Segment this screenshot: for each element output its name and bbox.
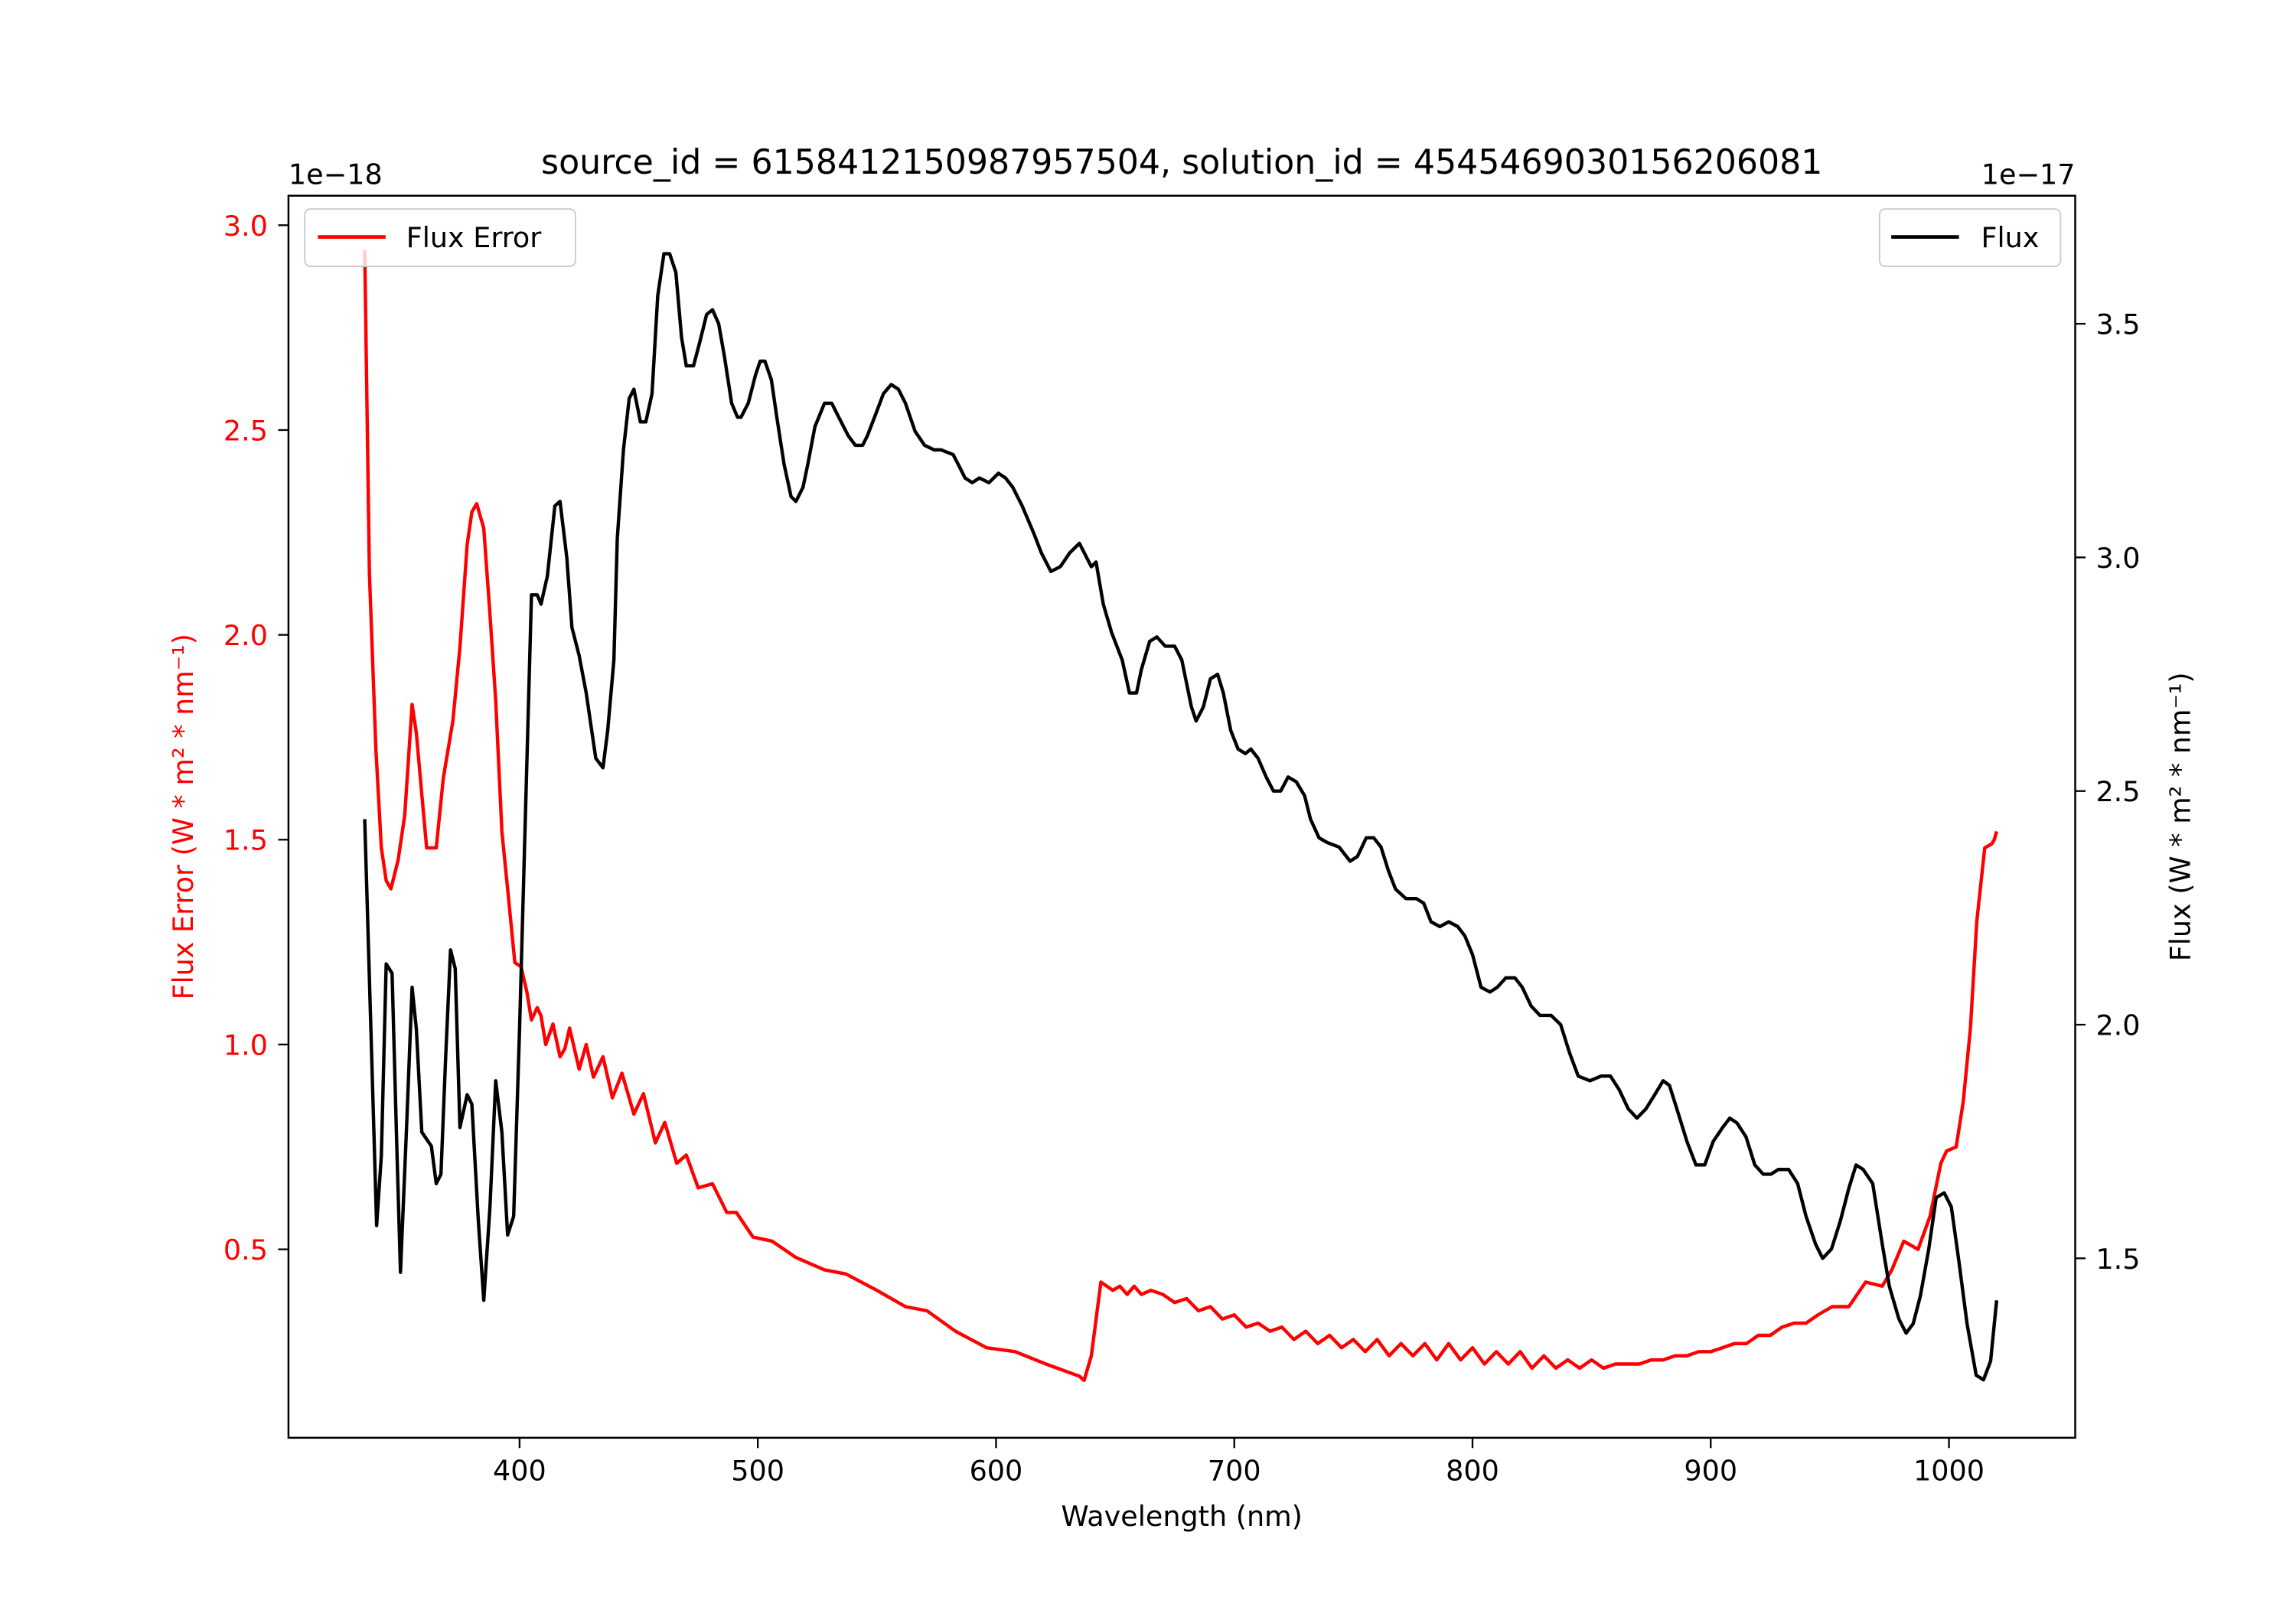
right-y-tick-label: 2.5 <box>2095 775 2140 808</box>
x-tick-label: 500 <box>731 1455 784 1488</box>
right-y-tick-label: 2.0 <box>2095 1009 2140 1042</box>
x-tick-label: 600 <box>970 1455 1023 1488</box>
legend-flux: Flux <box>1878 208 2062 268</box>
series-line-flux-error <box>363 249 1998 1383</box>
legend-label-flux-error: Flux Error <box>406 221 543 254</box>
x-axis: 400 500 600 700 800 900 1000 <box>493 1437 1985 1488</box>
left-y-axis: 0.5 1.0 1.5 2.0 2.5 3.0 <box>223 210 289 1266</box>
left-y-tick-label: 2.5 <box>223 414 268 447</box>
legend-box <box>1878 208 2062 268</box>
left-y-tick-label: 0.5 <box>223 1234 268 1266</box>
right-y-tick-label: 3.5 <box>2095 308 2140 341</box>
plot-frame <box>287 194 2076 1439</box>
left-y-axis-label: Flux Error (W * m² * nm⁻¹) <box>167 634 200 1000</box>
right-y-tick-label: 3.0 <box>2095 542 2140 575</box>
legend-box <box>304 208 576 268</box>
right-y-tick-label: 1.5 <box>2095 1243 2140 1276</box>
right-offset-text: 1e−17 <box>1981 158 2076 191</box>
left-y-tick-label: 1.0 <box>223 1028 268 1061</box>
x-tick-label: 900 <box>1684 1455 1737 1488</box>
x-axis-label: Wavelength (nm) <box>1062 1500 1303 1533</box>
x-tick-label: 700 <box>1208 1455 1261 1488</box>
left-y-tick-label: 3.0 <box>223 210 268 243</box>
x-tick-label: 1000 <box>1913 1455 1985 1488</box>
left-y-tick-label: 1.5 <box>223 824 268 857</box>
left-y-tick-label: 2.0 <box>223 619 268 652</box>
right-y-axis: 1.5 2.0 2.5 3.0 3.5 <box>2075 308 2141 1276</box>
legend-flux-error: Flux Error <box>304 208 576 268</box>
legend-label-flux: Flux <box>1981 221 2039 254</box>
x-tick-label: 800 <box>1446 1455 1499 1488</box>
series-layer <box>363 249 1999 1383</box>
x-tick-label: 400 <box>493 1455 546 1488</box>
right-y-axis-label: Flux (W * m² * nm⁻¹) <box>2164 672 2197 961</box>
chart-title: source_id = 6158412150987957504, solutio… <box>541 143 1822 182</box>
left-offset-text: 1e−18 <box>289 158 383 191</box>
series-line-flux <box>363 252 1999 1382</box>
